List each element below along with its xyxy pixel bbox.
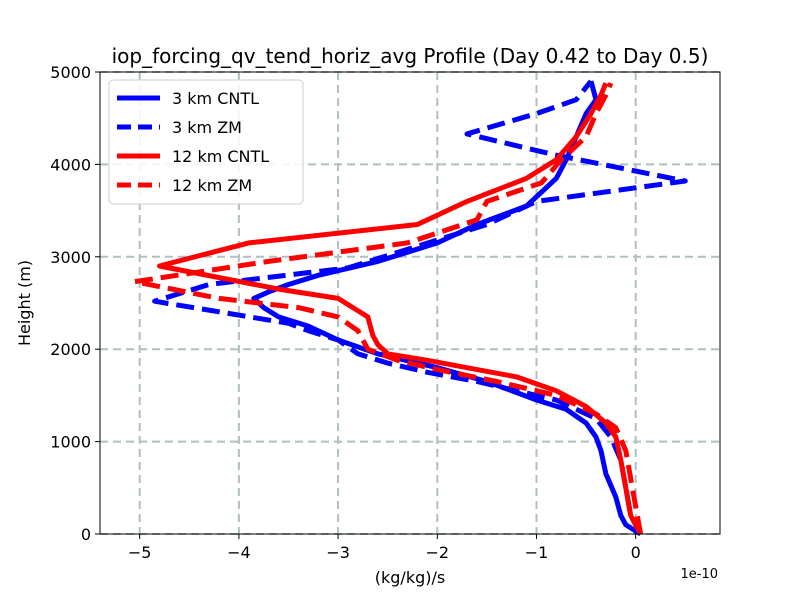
y-tick-label: 5000 — [50, 63, 91, 82]
x-scale-label: 1e-10 — [680, 567, 718, 582]
y-tick-label: 1000 — [50, 433, 91, 452]
series-line-3-km-zm — [152, 79, 688, 536]
x-tick-label: −5 — [128, 543, 152, 562]
chart-title: iop_forcing_qv_tend_horiz_avg Profile (D… — [112, 44, 709, 68]
y-tick-label: 4000 — [50, 155, 91, 174]
x-tick-label: −3 — [326, 543, 350, 562]
series-line-3-km-cntl — [251, 80, 642, 537]
legend-label-12-km-zm: 12 km ZM — [172, 176, 252, 195]
x-tick-label: −2 — [425, 543, 449, 562]
series-line-12-km-cntl — [157, 82, 643, 536]
x-axis-label: (kg/kg)/s — [375, 568, 445, 587]
grid — [100, 71, 720, 535]
plot-frame — [99, 71, 721, 535]
y-tick-label: 0 — [81, 525, 91, 544]
series-line-12-km-zm — [132, 82, 644, 535]
x-tick-label: 0 — [631, 543, 641, 562]
legend-label-3-km-zm: 3 km ZM — [172, 118, 242, 137]
y-tick-label: 3000 — [50, 248, 91, 267]
legend-box — [108, 79, 304, 205]
series-lines — [132, 79, 688, 537]
legend: 3 km CNTL 3 km ZM 12 km CNTL 12 km ZM — [108, 79, 304, 205]
y-tick-label: 2000 — [50, 340, 91, 359]
legend-label-3-km-cntl: 3 km CNTL — [172, 89, 259, 108]
x-tick-label: −4 — [227, 543, 251, 562]
legend-label-12-km-cntl: 12 km CNTL — [172, 147, 269, 166]
axis-ticks: −5 −4 −3 −2 −1 0 0 1000 2000 3000 4000 5000 — [50, 63, 640, 562]
x-tick-label: −1 — [525, 543, 549, 562]
y-axis-label: Height (m) — [15, 260, 34, 346]
